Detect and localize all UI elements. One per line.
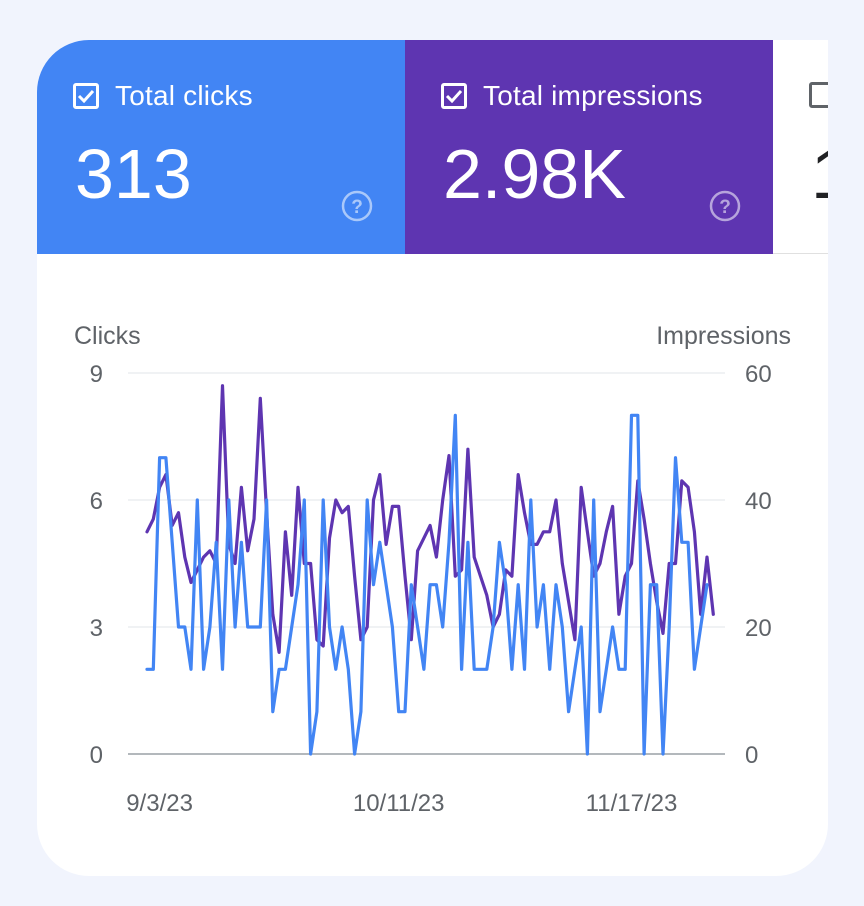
performance-chart: 9 60 6 40 3 20 0 0 9/3/23 10/11/23 11/17/23 [90, 361, 772, 817]
impressions-label: Total impressions [483, 80, 703, 111]
performance-card: Total clicks 313 ? Total impressions 2.9… [37, 40, 828, 876]
ctr-value: 1 [811, 136, 828, 212]
total-clicks-tile[interactable]: Total clicks 313 ? [37, 40, 405, 254]
svg-text:?: ? [719, 197, 731, 218]
help-icon[interactable]: ? [709, 190, 741, 222]
right-axis-title: Impressions [656, 322, 791, 350]
checkmark-icon [445, 89, 463, 103]
left-axis-title: Clicks [74, 322, 141, 350]
clicks-value: 313 [75, 135, 192, 213]
x-tick-label: 11/17/23 [586, 790, 678, 817]
clicks-label: Total clicks [115, 80, 253, 111]
clicks-checkbox[interactable] [73, 83, 99, 109]
right-tick-label: 20 [745, 615, 772, 642]
left-tick-label: 9 [90, 361, 103, 388]
clicks-series-line [145, 413, 709, 756]
right-tick-label: 0 [745, 742, 758, 769]
total-impressions-tile[interactable]: Total impressions 2.98K ? [405, 40, 773, 254]
x-tick-label: 10/11/23 [353, 790, 445, 817]
impressions-value: 2.98K [443, 135, 626, 213]
impressions-series-line [145, 384, 715, 655]
svg-text:?: ? [351, 197, 363, 218]
help-icon[interactable]: ? [341, 190, 373, 222]
right-tick-label: 40 [745, 488, 772, 515]
checkmark-icon [77, 89, 95, 103]
ctr-tile-partial[interactable]: 1 [773, 40, 828, 254]
x-tick-label: 9/3/23 [126, 790, 193, 817]
left-tick-label: 0 [90, 742, 103, 769]
ctr-checkbox[interactable] [809, 82, 828, 108]
left-tick-label: 6 [90, 488, 103, 515]
right-tick-label: 60 [745, 361, 772, 388]
impressions-checkbox[interactable] [441, 83, 467, 109]
left-tick-label: 3 [90, 615, 103, 642]
